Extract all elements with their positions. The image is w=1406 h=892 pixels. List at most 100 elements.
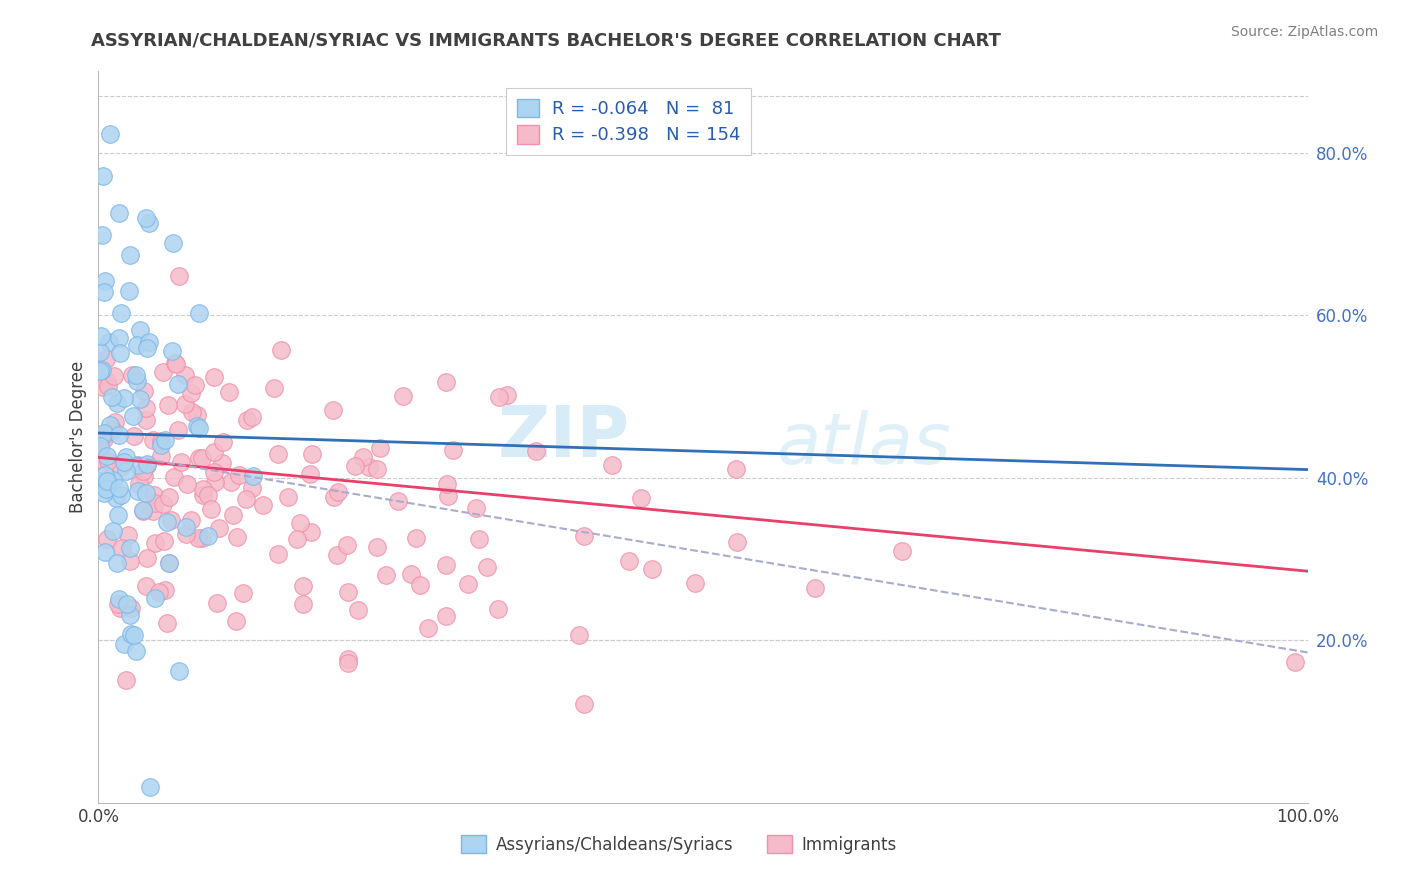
Point: [197, 488, 219, 502]
Point: [200, 502, 222, 516]
Point: [292, 579, 315, 593]
Point: [392, 389, 415, 403]
Point: [291, 597, 314, 611]
Point: [416, 621, 439, 635]
Point: [142, 434, 165, 448]
Point: [134, 469, 156, 483]
Point: [242, 482, 264, 496]
Point: [155, 515, 177, 529]
Point: [96, 453, 118, 467]
Point: [366, 462, 388, 476]
Point: [169, 269, 191, 284]
Point: [184, 378, 207, 392]
Point: [434, 375, 457, 389]
Point: [157, 556, 180, 570]
Point: [160, 343, 183, 358]
Point: [187, 531, 209, 545]
Point: [228, 467, 250, 482]
Point: [219, 475, 242, 489]
Point: [97, 379, 120, 393]
Point: [135, 579, 157, 593]
Point: [263, 381, 285, 395]
Point: [114, 450, 136, 464]
Point: [267, 547, 290, 561]
Point: [285, 533, 308, 547]
Point: [336, 538, 359, 552]
Point: [336, 585, 359, 599]
Point: [118, 554, 141, 568]
Point: [366, 540, 388, 554]
Point: [328, 485, 350, 500]
Point: [91, 169, 114, 183]
Point: [145, 591, 167, 605]
Point: [98, 127, 121, 141]
Point: [441, 442, 464, 457]
Point: [149, 438, 172, 452]
Point: [252, 498, 274, 512]
Point: [617, 553, 640, 567]
Point: [96, 376, 118, 390]
Point: [91, 228, 114, 243]
Point: [236, 413, 259, 427]
Point: [98, 335, 121, 350]
Point: [91, 380, 114, 394]
Point: [174, 527, 197, 541]
Point: [725, 535, 748, 549]
Point: [135, 486, 157, 500]
Point: [232, 586, 254, 600]
Point: [176, 520, 198, 534]
Point: [188, 306, 211, 320]
Point: [1284, 655, 1306, 669]
Point: [804, 581, 827, 595]
Point: [93, 425, 115, 440]
Point: [135, 413, 157, 427]
Point: [129, 392, 152, 406]
Point: [188, 450, 211, 465]
Point: [191, 531, 214, 545]
Point: [142, 503, 165, 517]
Point: [150, 449, 173, 463]
Point: [108, 481, 131, 495]
Point: [325, 548, 347, 562]
Point: [322, 403, 344, 417]
Point: [180, 513, 202, 527]
Point: [107, 597, 129, 611]
Point: [107, 331, 129, 345]
Point: [93, 427, 115, 442]
Point: [125, 368, 148, 383]
Point: [117, 528, 139, 542]
Point: [186, 418, 208, 433]
Point: [173, 397, 195, 411]
Point: [94, 482, 117, 496]
Point: [347, 603, 370, 617]
Point: [89, 452, 111, 467]
Point: [153, 582, 176, 597]
Point: [115, 673, 138, 687]
Point: [120, 627, 142, 641]
Point: [156, 616, 179, 631]
Point: [153, 434, 176, 448]
Point: [162, 235, 184, 250]
Point: [120, 600, 142, 615]
Point: [111, 541, 134, 555]
Point: [153, 533, 176, 548]
Point: [94, 474, 117, 488]
Point: [120, 541, 142, 555]
Point: [166, 423, 188, 437]
Point: [436, 476, 458, 491]
Legend: Assyrians/Chaldeans/Syriacs, Immigrants: Assyrians/Chaldeans/Syriacs, Immigrants: [454, 829, 904, 860]
Point: [186, 408, 208, 422]
Point: [301, 446, 323, 460]
Point: [337, 656, 360, 670]
Point: [240, 409, 263, 424]
Point: [107, 508, 129, 522]
Point: [408, 578, 430, 592]
Point: [136, 458, 159, 473]
Point: [115, 464, 138, 478]
Point: [127, 337, 149, 351]
Point: [107, 396, 129, 410]
Point: [188, 421, 211, 435]
Point: [136, 341, 159, 355]
Point: [142, 488, 165, 502]
Point: [101, 524, 124, 538]
